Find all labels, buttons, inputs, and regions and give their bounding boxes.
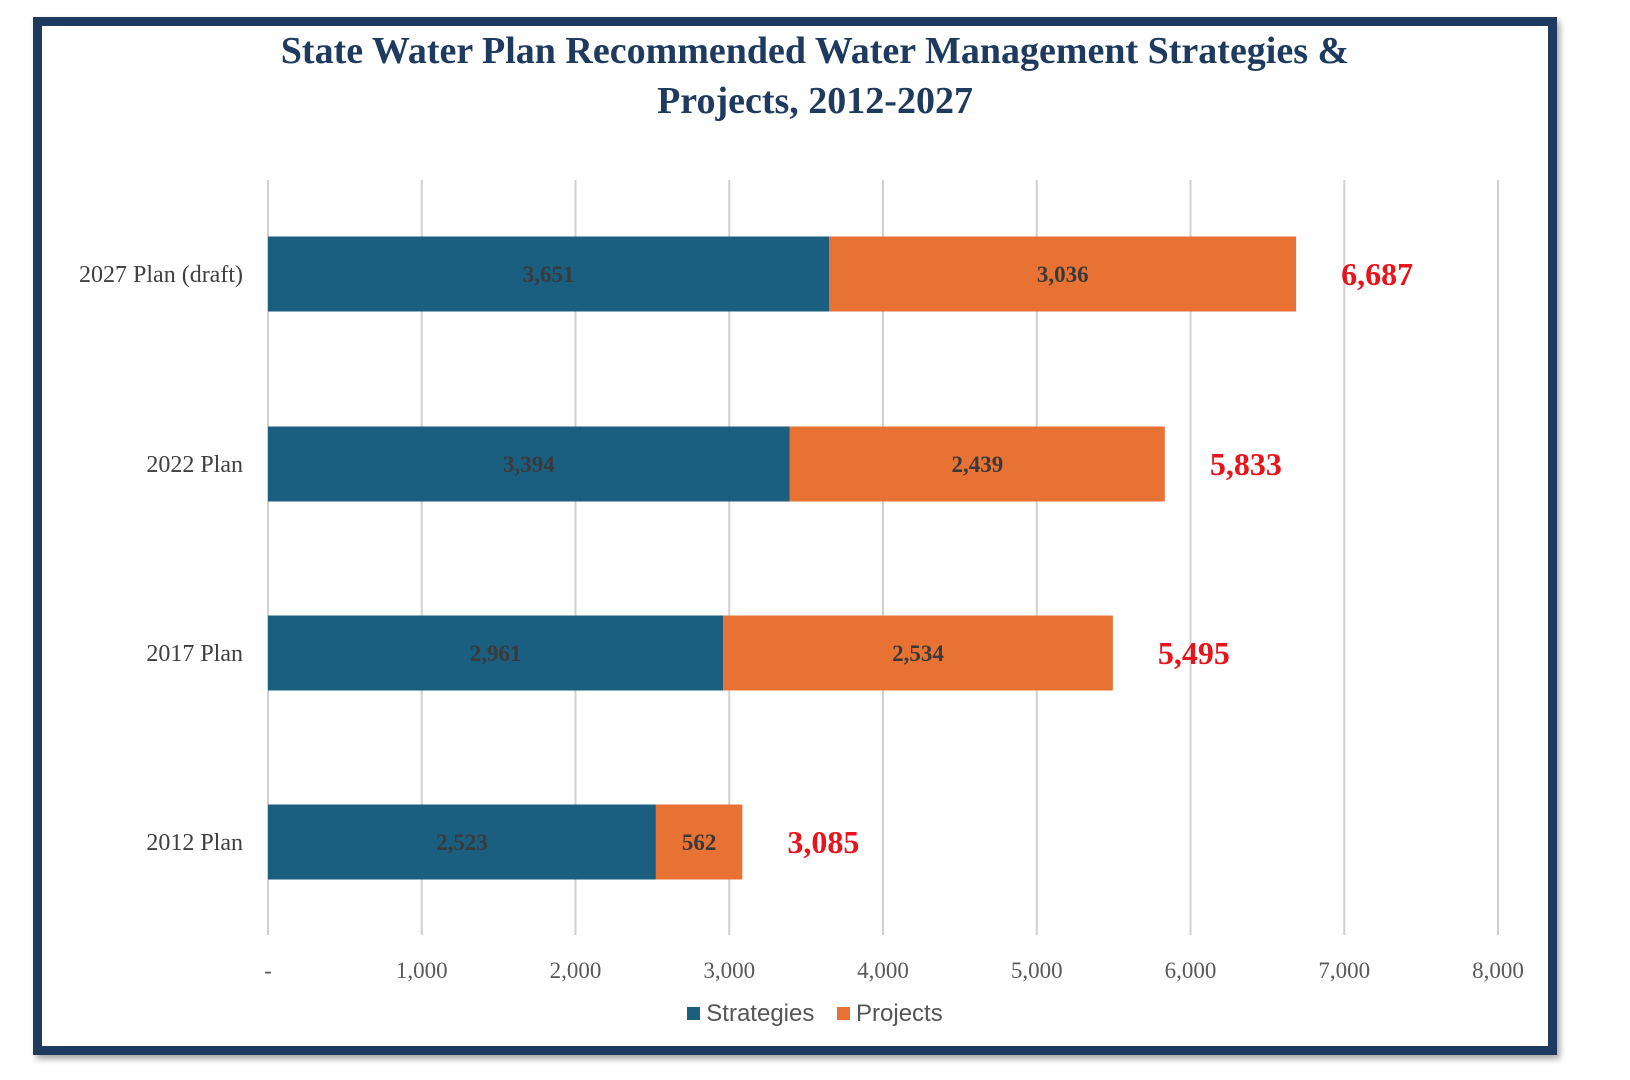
bar-segment-projects <box>789 426 1165 502</box>
y-category-label: 2022 Plan <box>146 452 243 478</box>
chart-title-line-2: Projects, 2012-2027 <box>657 80 973 122</box>
legend-swatch-strategies <box>687 1007 701 1020</box>
data-label: 2,534 <box>892 641 944 666</box>
x-tick-label: 8,000 <box>1472 958 1524 983</box>
data-label: 562 <box>682 830 717 855</box>
x-tick-label: 7,000 <box>1318 958 1370 983</box>
total-label: 5,495 <box>1158 635 1230 671</box>
x-tick-label: 5,000 <box>1011 958 1063 983</box>
legend-item-projects: Projects <box>837 1000 943 1028</box>
x-tick-label: - <box>264 958 272 983</box>
data-label: 3,036 <box>1037 262 1089 287</box>
chart-title: State Water Plan Recommended Water Manag… <box>0 26 1630 126</box>
total-label: 5,833 <box>1210 446 1282 482</box>
legend-swatch-projects <box>837 1007 851 1020</box>
data-label: 3,394 <box>503 452 555 477</box>
y-category-label: 2017 Plan <box>146 641 243 667</box>
bar-segment-strategies <box>268 804 656 880</box>
bar-segment-projects <box>829 236 1297 312</box>
total-label: 3,085 <box>787 824 859 860</box>
legend-label-strategies: Strategies <box>706 1000 815 1027</box>
bar-segment-strategies <box>268 615 724 691</box>
bar-segment-projects <box>655 804 743 880</box>
data-label: 2,961 <box>470 641 522 666</box>
data-label: 3,651 <box>523 262 575 287</box>
y-category-label: 2012 Plan <box>146 830 243 856</box>
chart-title-line-1: State Water Plan Recommended Water Manag… <box>280 30 1350 72</box>
y-category-label: 2027 Plan (draft) <box>79 262 243 288</box>
x-tick-label: 4,000 <box>857 958 909 983</box>
legend-label-projects: Projects <box>856 1000 943 1027</box>
bar-segment-strategies <box>268 236 830 312</box>
total-label: 6,687 <box>1341 256 1413 292</box>
x-tick-label: 3,000 <box>703 958 755 983</box>
bar-segment-strategies <box>268 426 790 502</box>
legend-item-strategies: Strategies <box>687 1000 814 1028</box>
x-tick-label: 2,000 <box>550 958 602 983</box>
x-tick-label: 6,000 <box>1165 958 1217 983</box>
bar-segment-projects <box>723 615 1113 691</box>
chart-legend: Strategies Projects <box>0 1000 1630 1028</box>
chart-frame <box>33 17 1557 1055</box>
data-label: 2,439 <box>951 452 1003 477</box>
data-label: 2,523 <box>436 830 488 855</box>
x-tick-label: 1,000 <box>396 958 448 983</box>
